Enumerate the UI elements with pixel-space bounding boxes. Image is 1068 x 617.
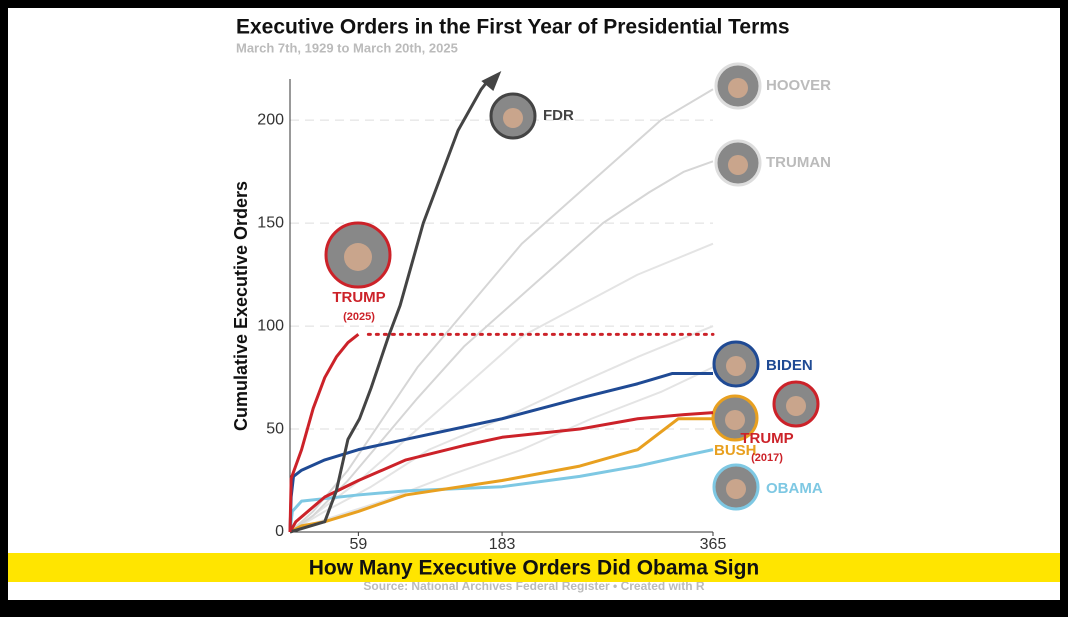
portrait-face (726, 356, 746, 376)
series-line (289, 242, 714, 533)
background (8, 8, 1060, 600)
series-line (289, 88, 714, 533)
portrait-face (725, 410, 745, 430)
series-label: BIDEN (766, 357, 813, 374)
series-line (288, 411, 714, 533)
chart-title: Executive Orders in the First Year of Pr… (236, 16, 790, 39)
series-line (289, 160, 714, 533)
series-label: FDR (543, 107, 574, 124)
plot: 0 50 100 150 200 59 183 365 HOOVER TRUMAN OBAMA BUS… (257, 62, 831, 553)
series-line (289, 78, 491, 534)
banner (8, 553, 1060, 582)
portrait-face (503, 108, 523, 128)
y-tick-label: 50 (266, 420, 284, 437)
banner-text: How Many Executive Orders Did Obama Sign (309, 557, 759, 580)
series-label: TRUMP (740, 430, 793, 447)
series-label: HOOVER (766, 77, 831, 94)
series-line (288, 371, 713, 533)
portrait-face (786, 396, 806, 416)
series-line (289, 366, 714, 533)
series-label: BUSH (714, 442, 757, 459)
portrait-face (728, 78, 748, 98)
chart-subtitle: March 7th, 1929 to March 20th, 2025 (236, 40, 458, 55)
y-axis-label: Cumulative Executive Orders (231, 181, 251, 431)
series-term: (2025) (343, 311, 375, 323)
arrow (481, 71, 502, 91)
x-tick-label: 183 (489, 536, 516, 553)
y-tick-label: 200 (257, 111, 284, 128)
series-label: TRUMAN (766, 154, 831, 171)
portrait-face (726, 479, 746, 499)
series-label: TRUMP (332, 289, 385, 306)
series-term: (2017) (751, 452, 783, 464)
portrait-face (344, 243, 372, 271)
series-line (289, 325, 714, 533)
series-line (288, 333, 360, 533)
y-tick-label: 0 (275, 523, 284, 540)
x-tick-label: 59 (349, 536, 367, 553)
source: Source: National Archives Federal Regist… (363, 579, 705, 593)
portrait-face (728, 155, 748, 175)
series-label: OBAMA (766, 480, 823, 497)
y-tick-label: 100 (257, 317, 284, 334)
x-tick-label: 365 (700, 536, 727, 553)
y-tick-label: 150 (257, 214, 284, 231)
